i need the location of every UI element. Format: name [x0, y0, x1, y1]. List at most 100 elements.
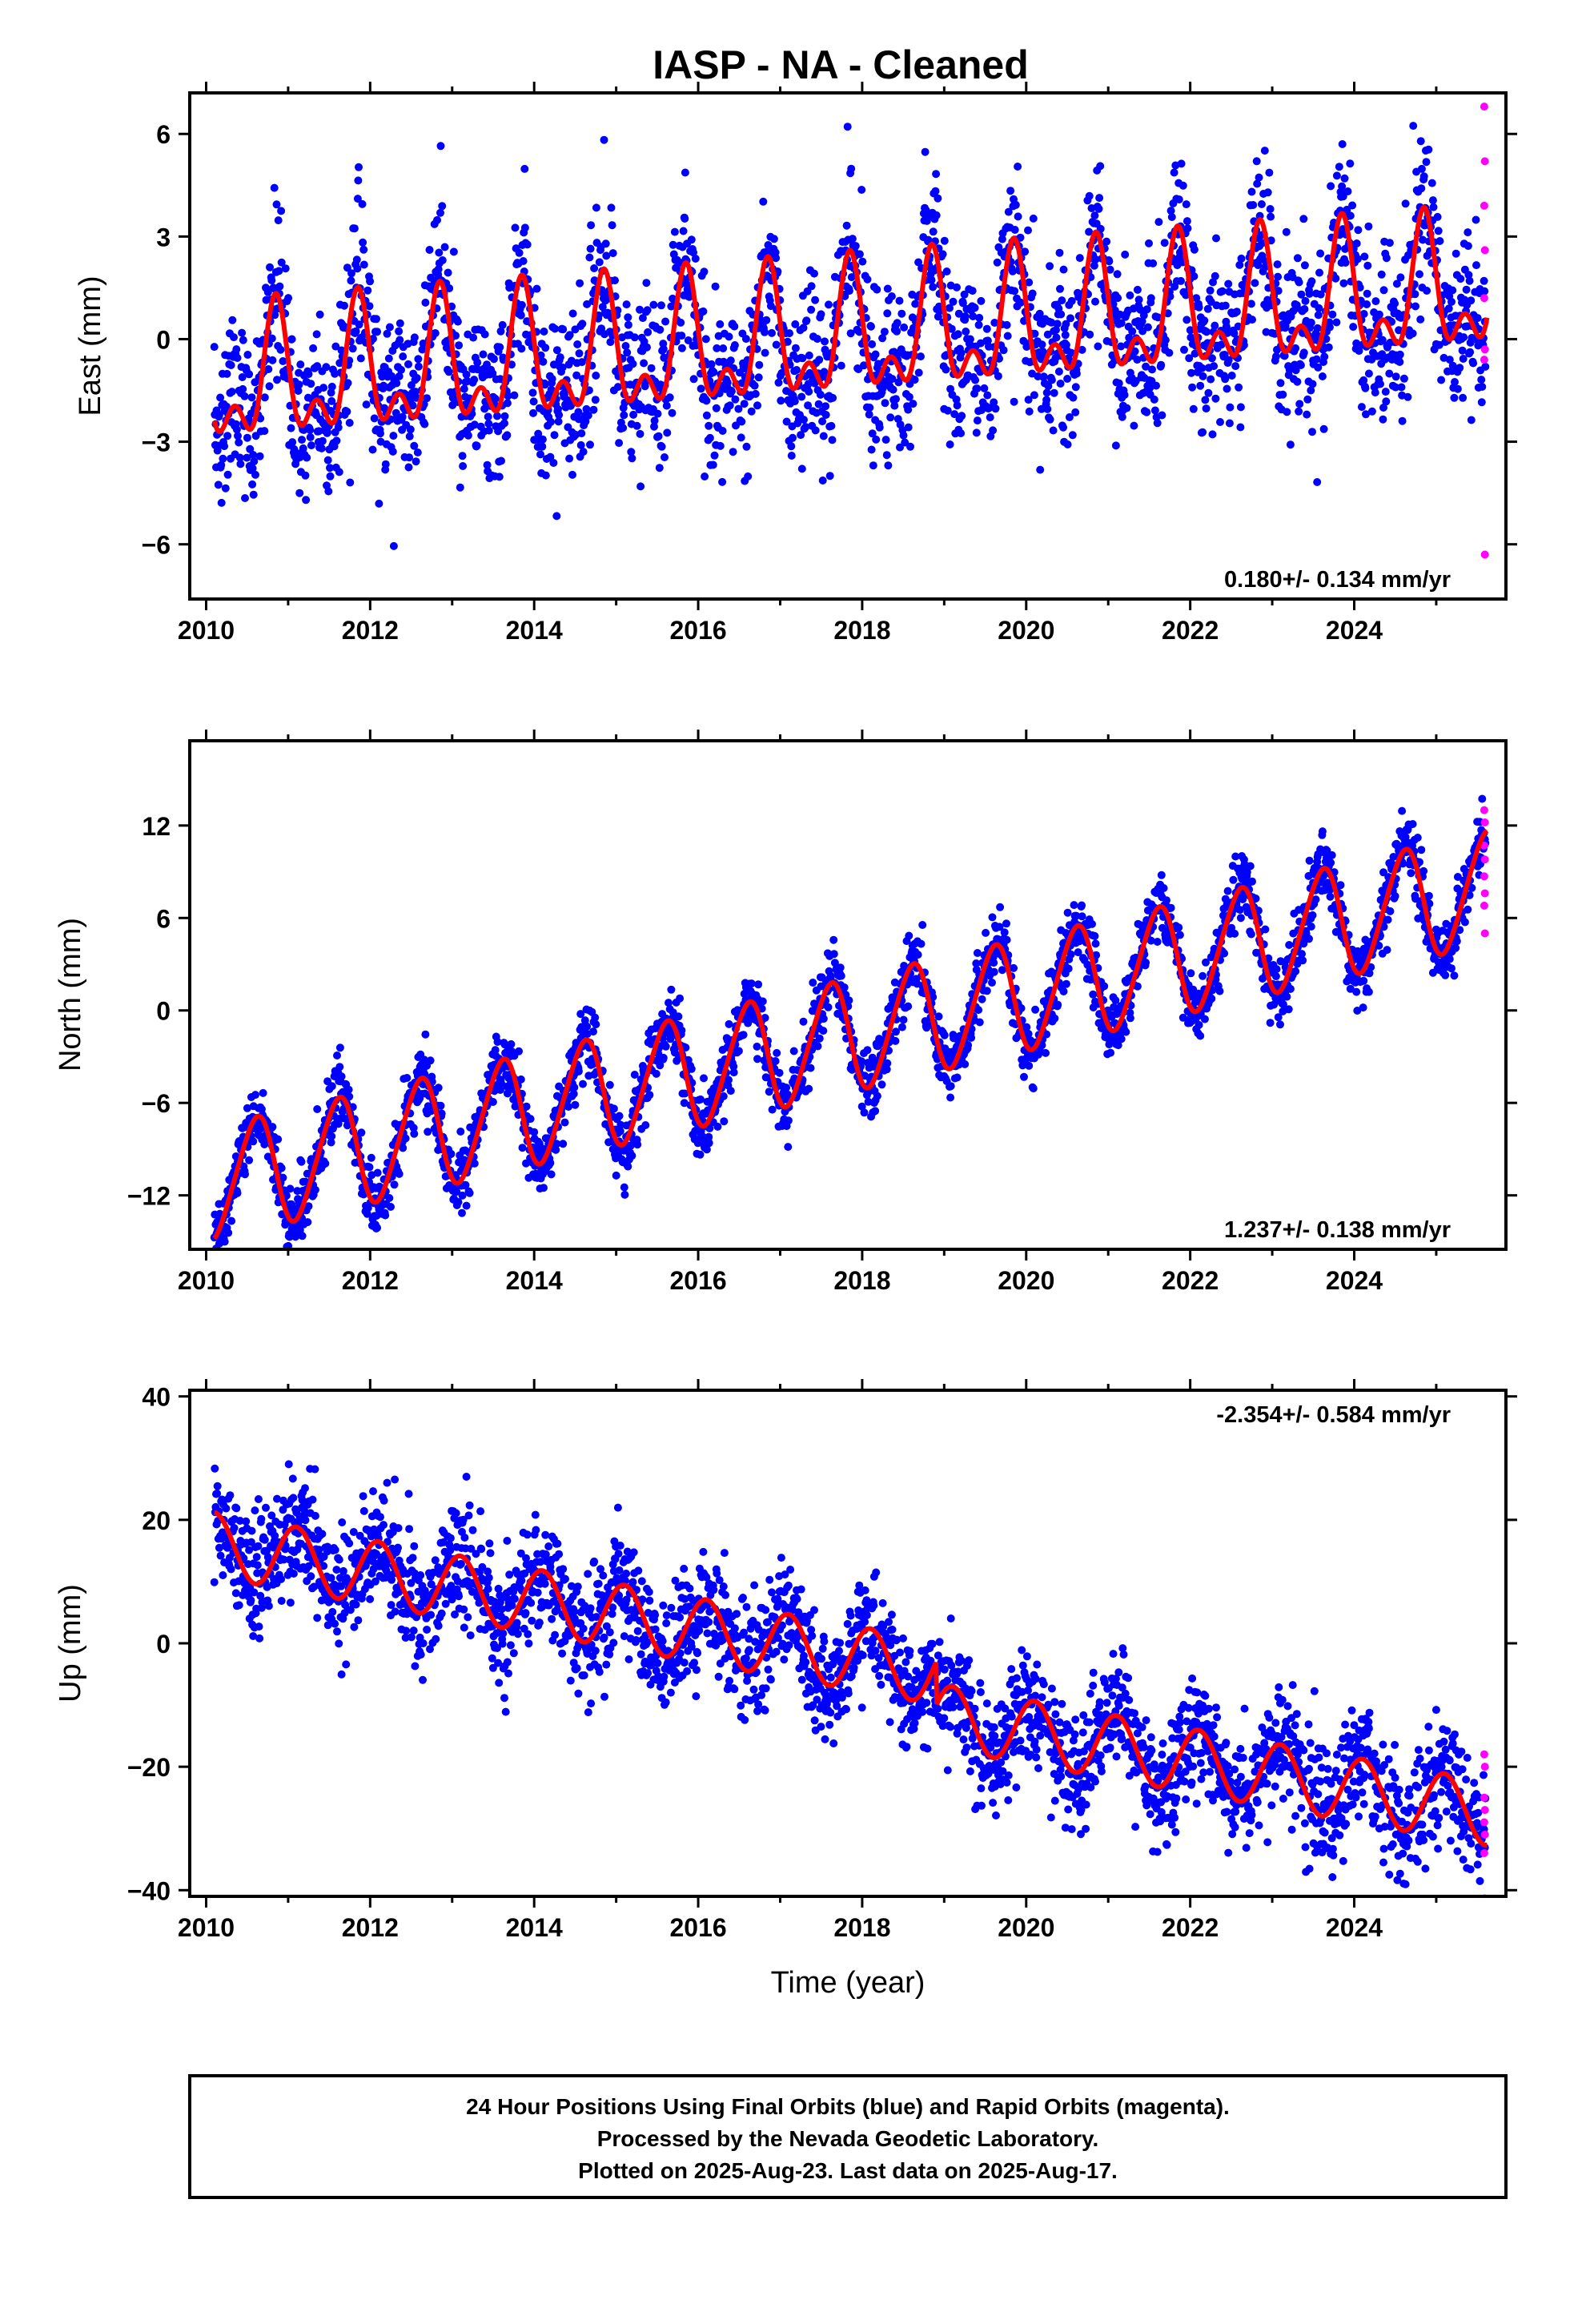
east-data-point — [245, 370, 254, 379]
east-data-point — [1308, 380, 1317, 388]
east-data-point — [1435, 340, 1443, 349]
north-data-point — [1002, 935, 1011, 944]
east-data-point — [644, 328, 652, 336]
east-data-point — [1379, 415, 1387, 424]
east-data-point — [966, 335, 974, 344]
north-data-point — [470, 1159, 479, 1168]
east-data-point — [1094, 204, 1103, 213]
east-data-point — [1004, 207, 1013, 216]
east-data-point — [1085, 191, 1094, 200]
east-data-point — [376, 429, 384, 438]
east-data-point — [1450, 393, 1459, 402]
north-data-point — [1025, 1061, 1034, 1070]
east-data-point — [1202, 404, 1211, 413]
east-data-point — [362, 400, 371, 409]
east-data-point — [1133, 356, 1142, 364]
east-data-point — [265, 382, 274, 391]
east-data-point — [1267, 212, 1275, 221]
east-data-point — [653, 409, 662, 418]
east-data-point — [1339, 279, 1348, 287]
east-data-point — [287, 335, 296, 344]
east-data-point — [1053, 320, 1062, 328]
north-data-point — [702, 1145, 711, 1154]
east-data-point — [445, 284, 454, 292]
east-data-point — [629, 410, 638, 419]
east-data-point — [906, 442, 914, 451]
east-data-point — [754, 373, 763, 382]
north-data-point — [882, 1065, 891, 1074]
north-data-point — [518, 1144, 527, 1152]
east-data-point — [863, 275, 872, 283]
north-data-point — [1175, 931, 1184, 939]
east-data-point — [585, 253, 594, 262]
east-data-point — [1283, 408, 1291, 416]
east-data-point — [656, 325, 665, 334]
east-data-point — [323, 428, 332, 436]
north-data-point — [974, 1006, 983, 1015]
east-data-point — [578, 320, 587, 328]
east-data-point — [210, 343, 219, 352]
east-data-point — [307, 441, 315, 450]
east-data-point — [381, 460, 390, 468]
east-data-point — [1293, 377, 1302, 386]
east-data-point — [1210, 362, 1219, 371]
north-data-point — [526, 1115, 535, 1124]
east-data-point — [1185, 354, 1194, 363]
east-data-point — [970, 304, 979, 312]
north-data-point — [975, 1018, 984, 1027]
north-data-point — [899, 1015, 908, 1024]
east-data-point — [405, 453, 414, 462]
east-data-point — [1360, 252, 1369, 261]
east-data-point — [552, 512, 561, 521]
north-data-point — [1153, 938, 1162, 946]
east-data-point — [249, 451, 258, 459]
east-data-point — [911, 300, 920, 308]
east-data-point — [604, 308, 612, 317]
east-data-point — [867, 322, 875, 331]
east-data-point — [1252, 157, 1261, 166]
east-data-point — [296, 360, 305, 369]
east-data-point — [1059, 265, 1068, 274]
north-data-point — [286, 1184, 295, 1193]
east-data-point — [828, 436, 837, 444]
east-data-point — [602, 251, 611, 260]
east-data-point — [1056, 284, 1064, 293]
east-data-point — [1128, 327, 1137, 336]
east-data-point — [890, 401, 899, 410]
east-data-point — [627, 448, 636, 456]
east-data-point — [1065, 413, 1074, 421]
east-data-point — [1355, 347, 1363, 356]
east-data-point — [1263, 188, 1272, 197]
east-data-point — [1049, 426, 1058, 435]
east-data-point — [455, 341, 464, 350]
north-data-point — [782, 1084, 791, 1092]
east-data-point — [1314, 363, 1323, 372]
north-data-point — [1029, 1084, 1038, 1093]
east-data-point — [1469, 359, 1478, 368]
east-data-point — [1395, 358, 1404, 366]
east-data-point — [1363, 300, 1371, 308]
east-data-point — [389, 432, 398, 440]
east-data-point — [851, 242, 860, 251]
north-data-point — [616, 1120, 625, 1129]
north-data-point — [830, 959, 839, 967]
east-data-point — [725, 332, 733, 341]
east-data-point — [449, 247, 458, 256]
east-data-point — [459, 462, 468, 470]
east-data-point — [479, 350, 488, 359]
east-data-point — [624, 313, 632, 322]
east-data-point — [365, 302, 374, 311]
north-data-point — [615, 1112, 624, 1120]
north-data-point — [659, 1053, 668, 1062]
east-data-point — [1201, 396, 1210, 404]
east-data-point — [370, 414, 379, 423]
east-data-point — [1313, 478, 1322, 486]
east-data-point — [1062, 320, 1070, 328]
east-data-point — [1061, 331, 1070, 340]
north-data-point — [387, 1203, 395, 1211]
east-data-point — [1090, 261, 1098, 270]
north-data-point — [681, 1089, 689, 1098]
east-data-point — [456, 483, 464, 492]
east-data-point — [550, 431, 559, 440]
east-data-point — [1346, 159, 1355, 168]
